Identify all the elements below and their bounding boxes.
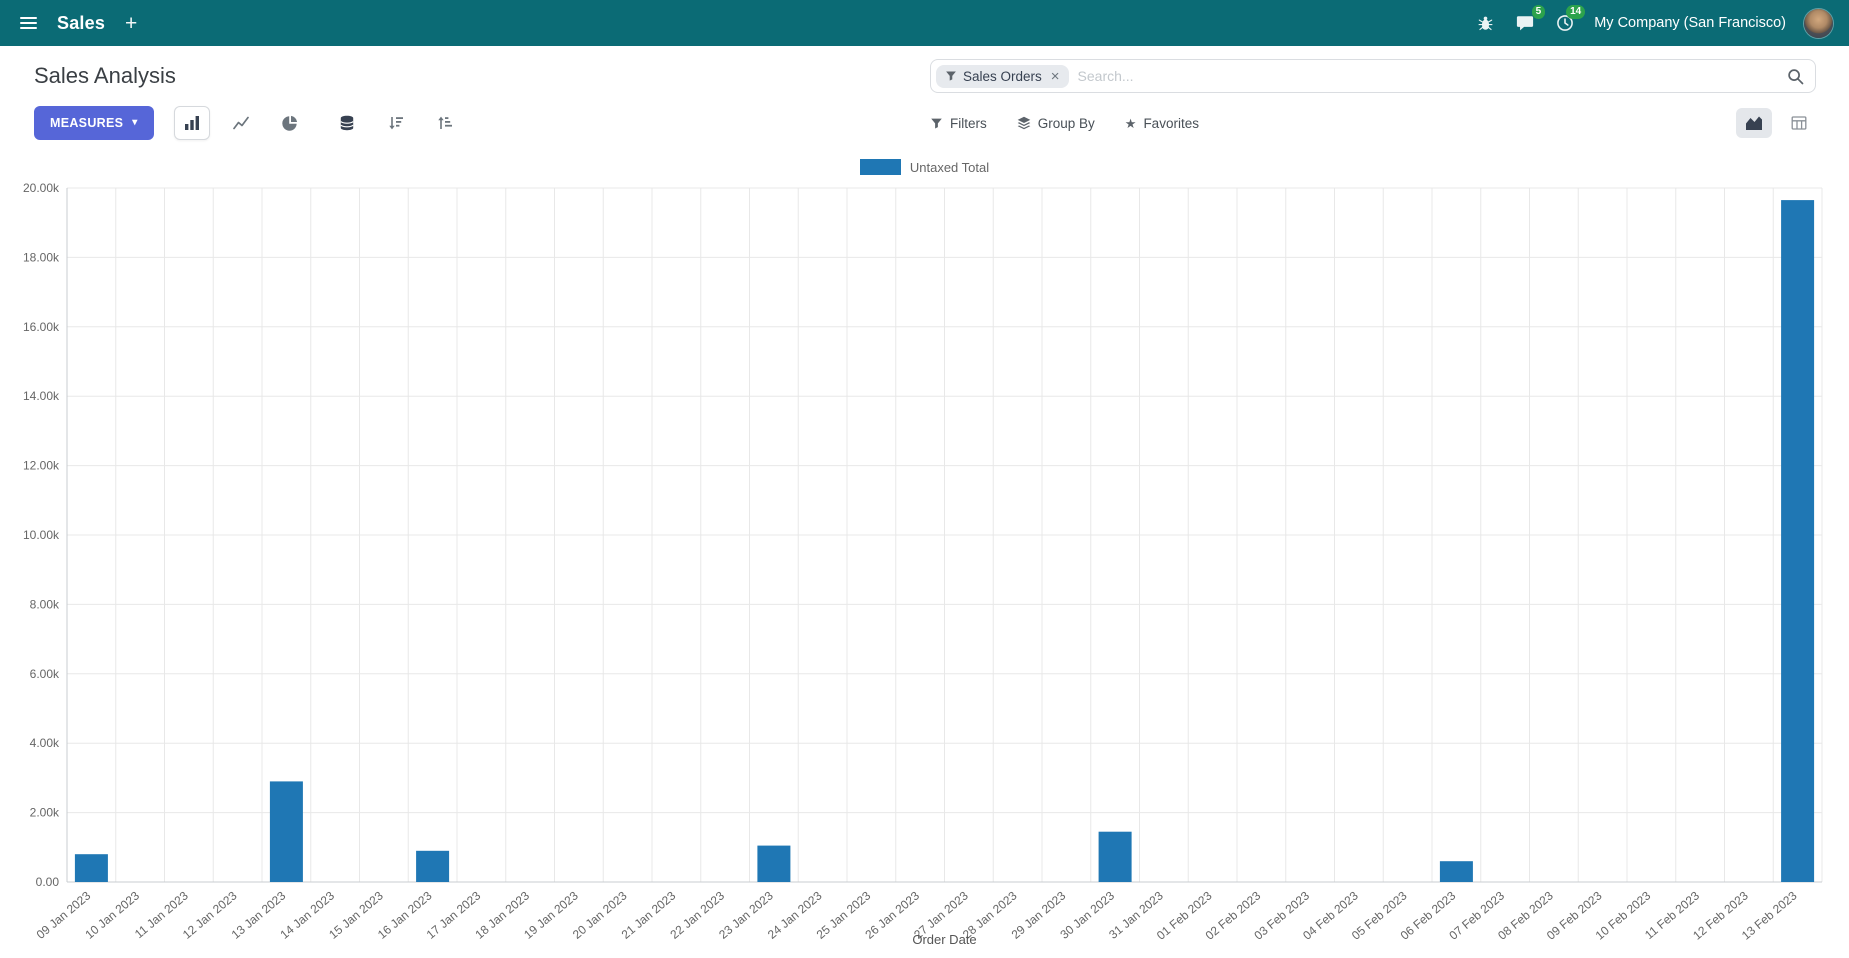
svg-text:14.00k: 14.00k (23, 389, 60, 403)
debug-icon[interactable] (1475, 13, 1496, 34)
search-options-bar: Filters Group By ★ (930, 108, 1816, 138)
bar[interactable] (1439, 861, 1473, 882)
measures-button[interactable]: MEASURES ▾ (34, 106, 154, 140)
bar[interactable] (1781, 200, 1815, 883)
svg-text:10.00k: 10.00k (23, 528, 60, 542)
svg-text:8.00k: 8.00k (30, 597, 60, 611)
group-by-button[interactable]: Group By (1017, 112, 1095, 135)
bar[interactable] (757, 845, 791, 882)
graph-toolbar: MEASURES ▾ (34, 106, 463, 140)
search-icon[interactable] (1787, 68, 1804, 85)
navbar-left: Sales + (16, 9, 141, 38)
facet-remove-button[interactable]: × (1050, 67, 1060, 85)
graph-view-button[interactable] (1736, 108, 1772, 138)
chart-area: Untaxed Total 0.00 2.00k 4.00k 6.00k 8.00k 10… (0, 154, 1849, 956)
page-title: Sales Analysis (34, 63, 176, 88)
company-switcher[interactable]: My Company (San Francisco) (1594, 15, 1786, 31)
legend-label: Untaxed Total (909, 159, 990, 175)
line-chart-button[interactable] (223, 106, 259, 140)
sort-descending-icon[interactable] (378, 106, 414, 140)
plus-icon[interactable]: + (121, 9, 141, 38)
pivot-table-icon (1791, 116, 1807, 130)
sort-ascending-icon[interactable] (427, 106, 463, 140)
area-chart-icon (1746, 116, 1762, 130)
filters-label: Filters (950, 115, 987, 131)
bar-chart: 0.00 2.00k 4.00k 6.00k 8.00k 10.00k 12.00k 14.0… (23, 181, 1823, 947)
stacked-toggle-button[interactable] (329, 106, 365, 140)
search-input[interactable] (1068, 68, 1787, 84)
hamburger-icon (20, 14, 37, 32)
apps-menu-button[interactable] (16, 10, 41, 36)
layers-icon (1017, 116, 1031, 130)
activities-badge: 14 (1566, 5, 1586, 19)
filters-button[interactable]: Filters (930, 112, 987, 135)
svg-text:16.00k: 16.00k (23, 320, 60, 334)
filter-icon (930, 117, 943, 130)
bar[interactable] (74, 854, 108, 882)
legend-swatch (859, 159, 901, 175)
svg-text:0.00: 0.00 (36, 875, 60, 889)
favorites-button[interactable]: ★ Favorites (1125, 112, 1199, 135)
bar[interactable] (269, 781, 303, 882)
bar[interactable] (1098, 831, 1132, 882)
search-facet[interactable]: Sales Orders × (936, 64, 1069, 88)
chart-legend[interactable]: Untaxed Total (0, 154, 1849, 180)
svg-text:10 Jan 2023: 10 Jan 2023 (82, 888, 142, 941)
filter-icon (945, 70, 957, 82)
svg-text:6.00k: 6.00k (30, 667, 60, 681)
bars (74, 200, 1815, 883)
control-panel: Sales Analysis Sales Orders × MEASURES (0, 46, 1849, 152)
app-name[interactable]: Sales (57, 12, 106, 33)
star-icon: ★ (1124, 115, 1137, 131)
navbar-right: 5 14 My Company (San Francisco) (1475, 5, 1833, 38)
x-axis-title: Order Date (912, 932, 976, 947)
favorites-label: Favorites (1143, 115, 1199, 131)
measures-label: MEASURES (50, 116, 124, 130)
top-navbar: Sales + 5 14 (0, 0, 1849, 46)
svg-text:18.00k: 18.00k (23, 250, 60, 264)
svg-text:4.00k: 4.00k (30, 736, 60, 750)
svg-text:2.00k: 2.00k (30, 806, 60, 820)
bar-chart-button[interactable] (173, 106, 210, 140)
svg-text:12.00k: 12.00k (23, 459, 60, 473)
activities-clock-icon[interactable]: 14 (1554, 5, 1586, 34)
view-switcher (1736, 108, 1816, 138)
pie-chart-button[interactable] (272, 106, 308, 140)
svg-text:20.00k: 20.00k (23, 181, 60, 195)
caret-down-icon: ▾ (132, 117, 138, 128)
search-facet-label: Sales Orders (963, 68, 1042, 84)
messages-badge: 5 (1531, 5, 1546, 19)
bar[interactable] (416, 850, 450, 882)
messages-icon[interactable]: 5 (1514, 5, 1546, 34)
search-bar: Sales Orders × (930, 59, 1816, 93)
pivot-view-button[interactable] (1782, 108, 1816, 138)
group-by-label: Group By (1037, 115, 1095, 131)
y-axis-labels: 0.00 2.00k 4.00k 6.00k 8.00k 10.00k 12.00k 14.0… (23, 181, 60, 889)
avatar[interactable] (1804, 8, 1833, 38)
